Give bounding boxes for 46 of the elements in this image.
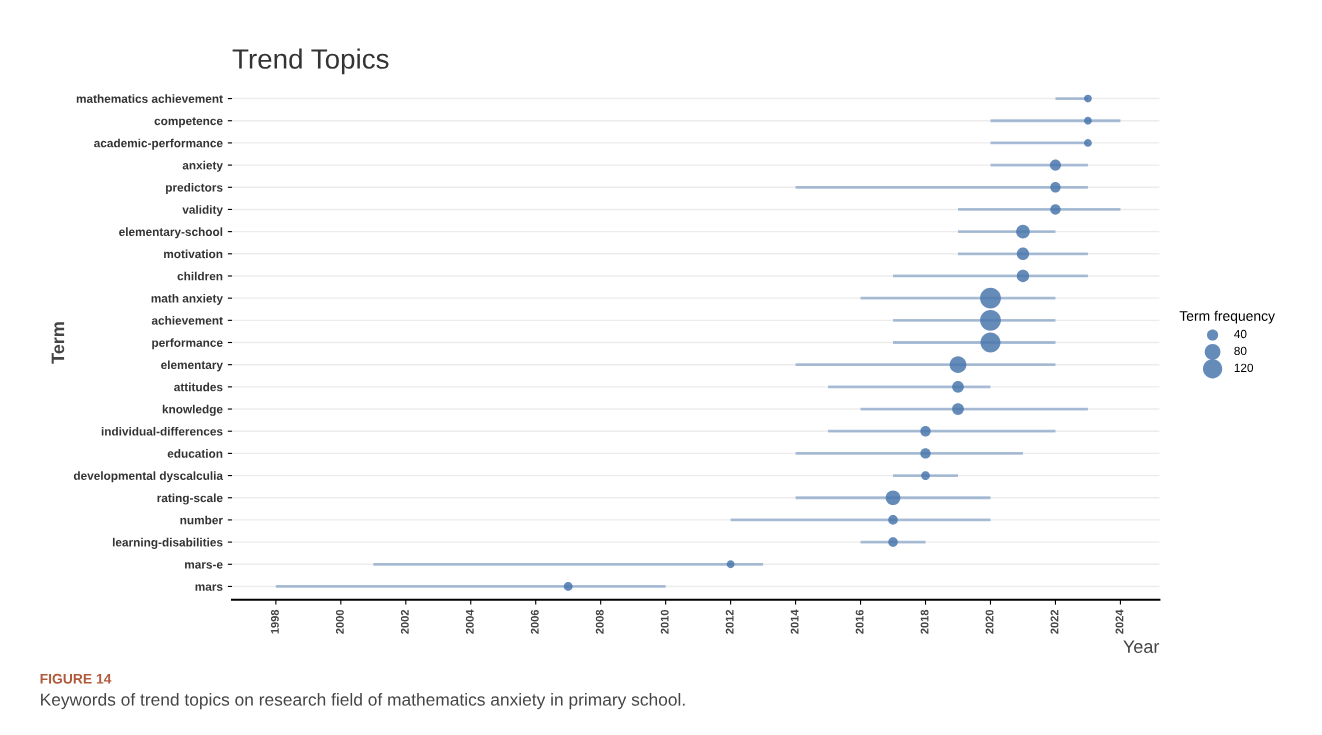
y-tick-label: number: [180, 515, 223, 525]
y-tick-label: mars-e: [185, 562, 223, 569]
y-tick-label: elementary-school: [119, 227, 223, 239]
legend-label: 120: [1234, 363, 1254, 373]
y-tick-label: developmental dyscalculia: [73, 471, 224, 483]
x-axis-title: Year: [1123, 640, 1160, 654]
y-tick-label: elementary: [161, 360, 223, 372]
y-tick-label: mars: [195, 584, 223, 591]
y-tick-label: attitudes: [174, 382, 223, 392]
legend-label: 40: [1234, 329, 1247, 339]
caption: FIGURE 14: [40, 673, 112, 684]
y-tick-label: anxiety: [182, 160, 223, 172]
y-tick-label: learning-disabilities: [112, 537, 223, 549]
y-tick-label: individual-differences: [101, 426, 223, 436]
y-axis-title: Term: [51, 322, 65, 364]
y-tick-label: competence: [154, 117, 223, 128]
x-tick-label: 2016: [855, 609, 864, 634]
text: Keywords of trend topics on research field of mathematics anxiety in primary school.: [41, 693, 685, 710]
y-tick-label: mathematics achievement: [76, 94, 223, 103]
y-tick-label: education: [167, 449, 223, 458]
chart-title: Trend Topics: [232, 48, 389, 75]
y-tick-label: validity: [182, 205, 223, 217]
x-tick-label: 2008: [595, 609, 604, 634]
x-tick-label: 2006: [530, 609, 539, 634]
y-tick-label: children: [177, 271, 223, 281]
y-tick-label: motivation: [164, 249, 223, 259]
x-tick-label: 2022: [1050, 609, 1059, 634]
x-tick-label: 2004: [465, 609, 474, 634]
x-tick-label: 2000: [335, 609, 344, 634]
x-tick-label: 1998: [270, 609, 279, 634]
x-tick-label: 2002: [400, 609, 409, 634]
y-tick-label: achievement: [151, 316, 223, 325]
x-tick-label: 2012: [725, 609, 734, 634]
x-tick-label: 2018: [920, 609, 929, 634]
x-tick-label: 2010: [660, 609, 669, 634]
legend-label: 80: [1234, 346, 1247, 356]
y-tick-label: knowledge: [162, 404, 223, 416]
y-tick-label: math anxiety: [151, 293, 223, 305]
y-tick-label: academic-performance: [94, 138, 223, 150]
y-tick-label: rating-scale: [157, 493, 223, 505]
legend-title: Term frequency: [1179, 310, 1275, 324]
y-tick-label: performance: [152, 338, 223, 350]
y-tick-label: predictors: [166, 183, 223, 194]
x-tick-label: 2014: [790, 609, 799, 634]
x-tick-label: 2024: [1115, 609, 1124, 634]
x-tick-label: 2020: [985, 609, 994, 634]
